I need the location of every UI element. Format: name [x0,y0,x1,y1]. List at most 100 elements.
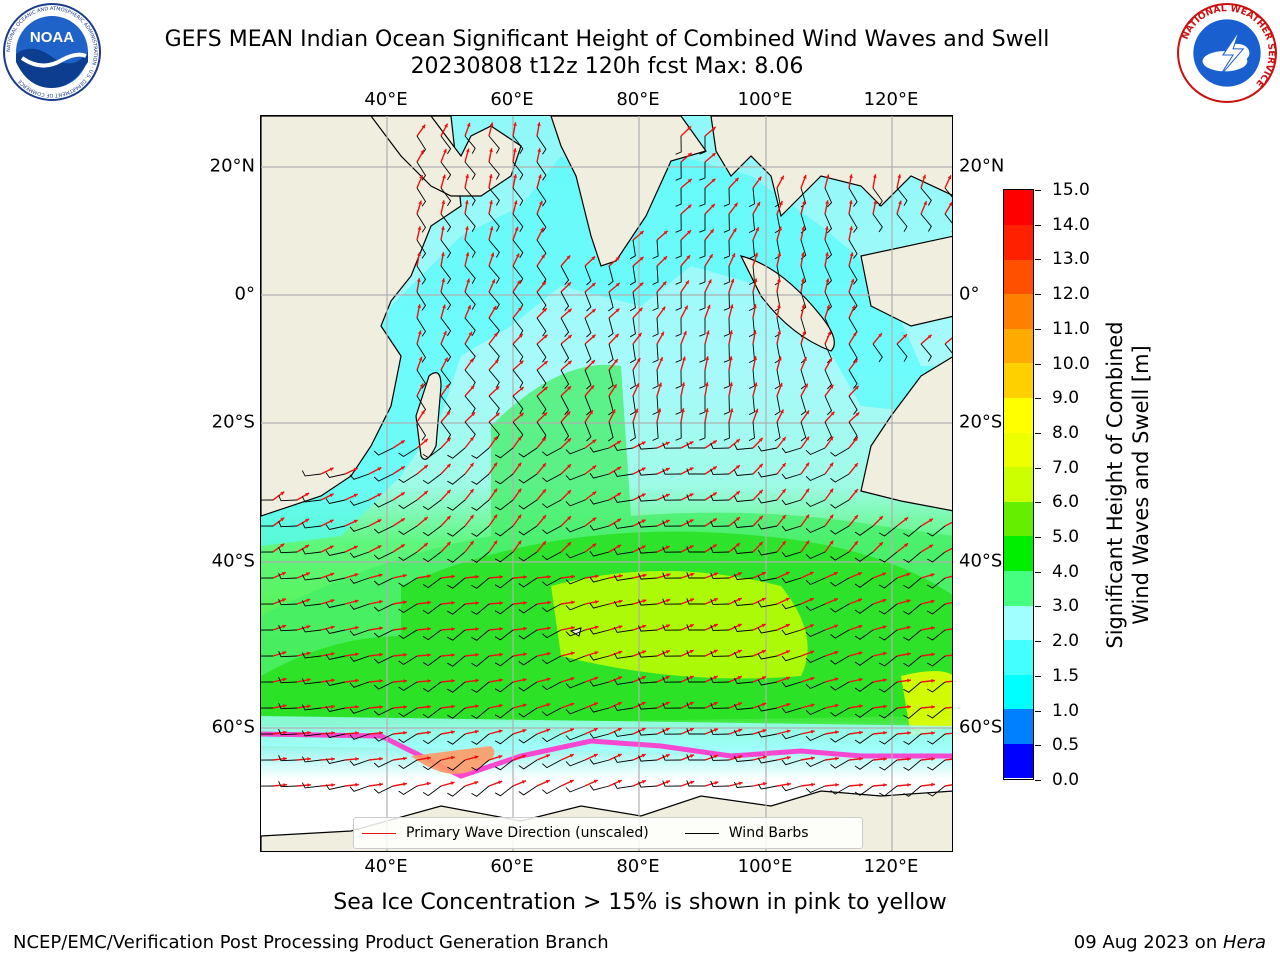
wind-barb [927,681,946,693]
wave-direction-arrowhead [446,515,451,520]
wind-barb [512,317,524,337]
wind-barb [494,785,514,797]
wind-barb [349,733,370,740]
wind-barb [781,499,802,506]
wave-direction-arrowhead [898,200,902,205]
wave-direction-arrowhead [280,543,285,548]
wave-direction-arrowhead [801,226,805,231]
wave-direction-arrowhead [734,177,739,182]
wave-direction-arrowhead [705,356,709,361]
wind-barb [349,499,370,506]
wave-direction-arrowhead [690,780,695,785]
wave-direction-arrowhead [377,493,382,497]
wind-barb [422,733,442,745]
wave-direction-arrowhead [663,256,668,261]
wave-direction-arrowhead [854,385,859,390]
wave-direction-arrowhead [854,437,858,442]
wave-direction-arrowhead [594,625,599,630]
wave-direction-arrowhead [779,382,783,387]
wind-barb [447,681,466,693]
wave-direction-arrowhead [567,360,572,365]
wave-direction-arrow [944,601,952,605]
wind-barb [733,599,754,606]
wave-direction-arrowhead [689,675,694,680]
wave-direction-arrowhead [417,252,421,256]
wave-direction-arrowhead [829,514,834,519]
wind-barb [927,577,946,589]
wave-direction-arrowhead [854,515,858,520]
wind-barb [518,785,538,796]
wind-barb [710,442,730,449]
wind-barb [349,525,370,532]
wind-barb [373,733,394,742]
wave-direction-arrowhead [355,652,359,657]
wave-direction-arrowhead [758,437,763,442]
wind-barb [471,629,490,641]
wave-direction-arrowhead [469,437,474,441]
wind-barb [471,733,490,745]
wind-barb [278,599,298,606]
wave-direction-arrowhead [666,573,671,577]
wave-direction-arrowhead [355,678,359,683]
wind-barb [261,499,274,501]
wave-direction-arrowhead [665,493,670,498]
wind-barb [373,603,394,612]
wave-direction-arrowhead [465,252,470,257]
wave-direction-arrowhead [614,333,619,338]
wind-barb [565,655,586,663]
wave-direction-arrowhead [518,307,522,311]
wave-direction-arrowhead [642,650,646,654]
lat-tick-left: 20°S [211,411,255,433]
wind-barb [613,496,634,503]
map-panel[interactable] [260,115,953,852]
wave-direction-arrowhead [754,408,759,413]
wave-direction-arrowhead [402,574,407,578]
wind-barb [278,651,298,658]
wave-direction-arrowhead [762,676,766,680]
wind-barb [920,213,932,232]
colorbar-title: Significant Height of Combined Wind Wave… [1102,275,1154,695]
wind-barb [422,629,442,641]
wind-barb [542,551,562,561]
wind-barb [710,598,730,605]
wind-barb [278,547,298,554]
wind-barb [733,495,754,502]
wave-direction-arrowhead [735,439,740,443]
colorbar-tick-mark [1035,467,1041,469]
wave-direction-arrowhead [713,675,718,680]
wave-direction-arrowhead [848,200,853,204]
wave-direction-arrowhead [657,408,662,413]
wind-barb [422,759,442,771]
colorbar-segment [1004,362,1033,399]
wave-direction-arrowhead [305,493,310,497]
wind-barb [488,187,500,206]
wave-direction-arrowhead [882,572,887,576]
wind-barb [398,577,418,588]
colorbar-tick-mark [1035,190,1041,191]
africa-landmass [261,116,462,517]
wave-direction-arrowhead [883,678,887,683]
wave-direction-arrowhead [305,519,310,523]
wind-barb [536,343,547,363]
wind-barb [662,624,682,631]
wind-barb [805,499,826,508]
wave-direction-arrowhead [857,572,862,576]
wind-barb [896,213,908,232]
wind-barb [373,473,394,482]
wave-direction-arrowhead [849,174,853,179]
wind-barb [638,469,658,476]
wave-direction-arrowhead [785,571,790,576]
wind-barb [464,135,476,154]
wind-barb [675,239,682,259]
wind-barb [613,470,634,477]
wind-barb [710,728,730,735]
wind-barb [675,291,682,311]
wave-direction-arrowhead [417,330,422,335]
wave-direction-arrowhead [523,652,527,657]
wind-barb [879,759,898,771]
wind-barb [440,213,452,233]
wave-direction-arrowhead [854,489,858,494]
wind-barb [589,759,610,765]
wave-direction-arrow [944,680,952,683]
wave-direction-arrowhead [689,467,694,471]
